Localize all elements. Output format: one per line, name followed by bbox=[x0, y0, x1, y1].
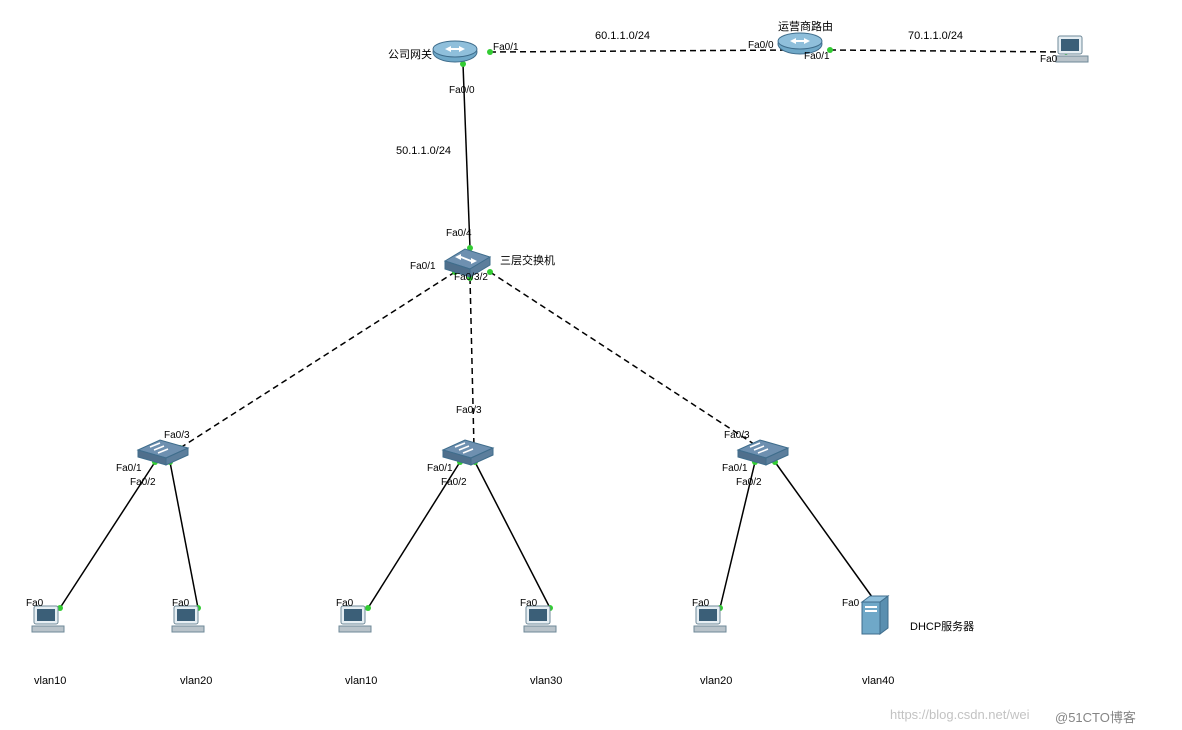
switch1-icon[interactable] bbox=[138, 440, 188, 465]
vlan20-b-label: vlan20 bbox=[700, 675, 732, 687]
switch3-icon[interactable] bbox=[738, 440, 788, 465]
l3-fa032: Fa0/3/2 bbox=[454, 272, 488, 283]
pc3-fa0: Fa0 bbox=[336, 598, 353, 609]
net-50-label: 50.1.1.0/24 bbox=[396, 145, 451, 157]
dhcp-server-icon[interactable] bbox=[862, 596, 888, 634]
pc1-fa0: Fa0 bbox=[26, 598, 43, 609]
net-70-label: 70.1.1.0/24 bbox=[908, 30, 963, 42]
l3-switch-label: 三层交换机 bbox=[500, 252, 555, 268]
isp-label: 运营商路由 bbox=[778, 18, 833, 34]
topology-canvas: 公司网关 运营商路由 三层交换机 DHCP服务器 50.1.1.0/24 60.… bbox=[0, 0, 1182, 730]
network-svg bbox=[0, 0, 1182, 730]
vlan10-b-label: vlan10 bbox=[345, 675, 377, 687]
sw2-fa01: Fa0/1 bbox=[427, 463, 453, 474]
dhcp-label: DHCP服务器 bbox=[910, 618, 974, 634]
sw1-fa01: Fa0/1 bbox=[116, 463, 142, 474]
sw3-fa02: Fa0/2 bbox=[736, 477, 762, 488]
remote-fa0: Fa0 bbox=[1040, 54, 1057, 65]
vlan10-a-label: vlan10 bbox=[34, 675, 66, 687]
watermark-right: @51CTO博客 bbox=[1055, 707, 1136, 726]
server-fa0: Fa0 bbox=[842, 598, 859, 609]
pc2-fa0: Fa0 bbox=[172, 598, 189, 609]
sw3-fa01: Fa0/1 bbox=[722, 463, 748, 474]
switch2-icon[interactable] bbox=[443, 440, 493, 465]
gateway-label: 公司网关 bbox=[388, 46, 432, 62]
sw1-fa03: Fa0/3 bbox=[164, 430, 190, 441]
sw1-fa02: Fa0/2 bbox=[130, 477, 156, 488]
gateway-router-icon[interactable] bbox=[433, 41, 477, 62]
sw3-fa03: Fa0/3 bbox=[724, 430, 750, 441]
sw2-fa02: Fa0/2 bbox=[441, 477, 467, 488]
pc4-fa0: Fa0 bbox=[520, 598, 537, 609]
pc5-fa0: Fa0 bbox=[692, 598, 709, 609]
isp-fa00: Fa0/0 bbox=[748, 40, 774, 51]
l3-fa01: Fa0/1 bbox=[410, 261, 436, 272]
remote-pc-icon[interactable] bbox=[1056, 36, 1088, 62]
vlan40-label: vlan40 bbox=[862, 675, 894, 687]
net-60-label: 60.1.1.0/24 bbox=[595, 30, 650, 42]
gw-fa01: Fa0/1 bbox=[493, 42, 519, 53]
vlan20-a-label: vlan20 bbox=[180, 675, 212, 687]
vlan30-label: vlan30 bbox=[530, 675, 562, 687]
sw2-fa03-top: Fa0/3 bbox=[456, 405, 482, 416]
l3-fa04: Fa0/4 bbox=[446, 228, 472, 239]
isp-fa01: Fa0/1 bbox=[804, 51, 830, 62]
watermark-left: https://blog.csdn.net/wei bbox=[890, 707, 1029, 722]
gw-fa00: Fa0/0 bbox=[449, 85, 475, 96]
